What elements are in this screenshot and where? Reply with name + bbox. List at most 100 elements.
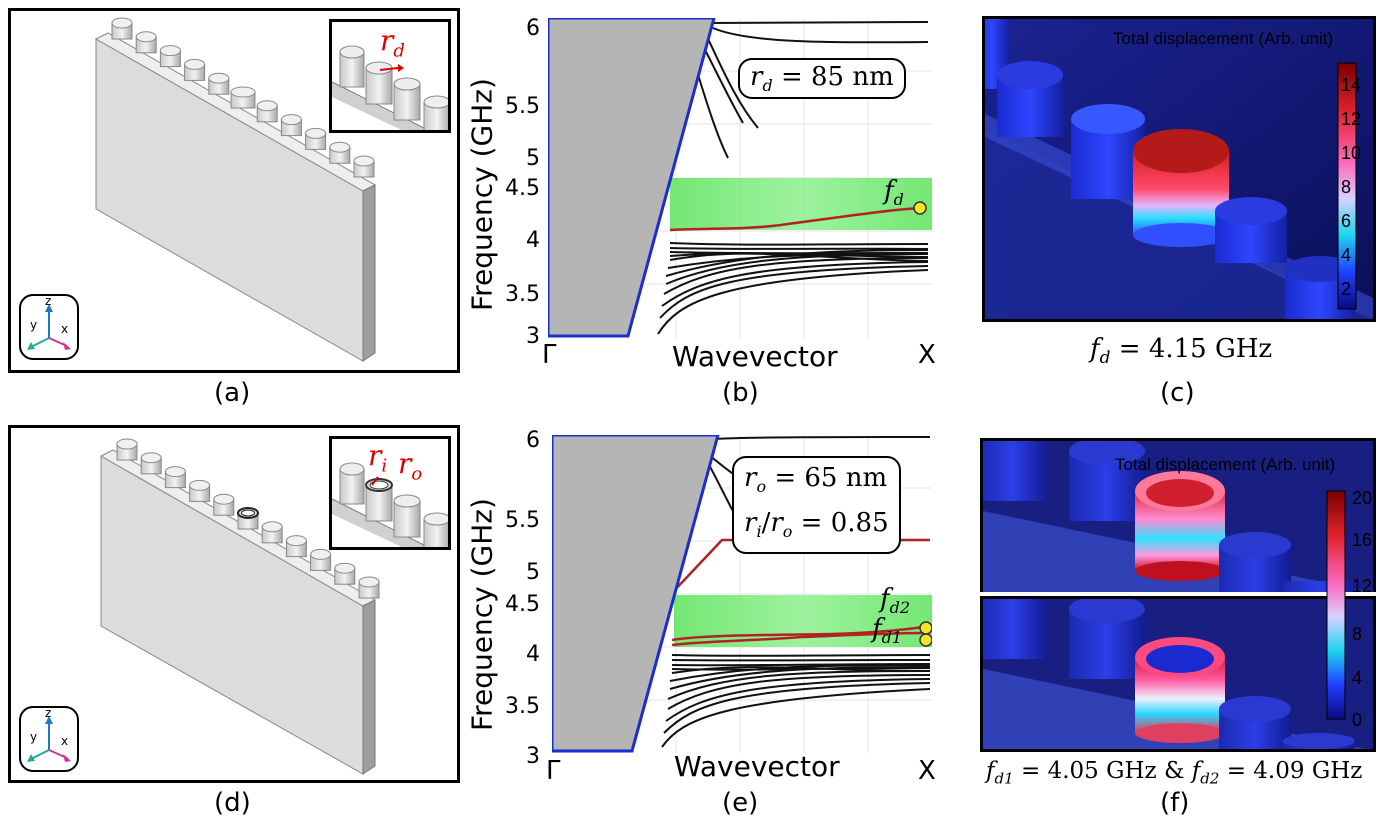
cbar-tick: 14 (1341, 75, 1362, 95)
pillar-top (329, 141, 351, 153)
xtick-x-b: X (918, 340, 936, 370)
panel-d-frame: ri ro z y x (8, 425, 460, 783)
param-ro: r (744, 463, 757, 493)
pillar-top (184, 58, 206, 70)
defect-band-e-2 (671, 625, 925, 642)
ytick: 4 (526, 228, 540, 253)
pillar-top (164, 466, 186, 478)
pillar-top (208, 72, 230, 84)
displacement-plot-c: Total displacement (Arb. unit) 14 12 10 … (982, 16, 1376, 322)
cbar-tick: 12 (1352, 576, 1373, 596)
pillar-top (353, 155, 375, 167)
axis-triad-d: z y x (19, 706, 79, 772)
bandgap-e (674, 595, 932, 647)
caption-f: fd1 = 4.05 GHz & fd2 = 4.09 GHz (986, 758, 1363, 788)
cbar-tick: 0 (1352, 710, 1363, 730)
cbar-tick: 4 (1341, 245, 1352, 265)
param-box-b: rd = 85 nm (738, 58, 906, 100)
ylabel-b: Frequency (GHz) (465, 78, 499, 311)
ytick: 5 (526, 560, 540, 585)
inset-label-sub: d (393, 40, 405, 62)
ytick: 5 (526, 146, 540, 171)
pillar-top (334, 562, 356, 574)
xlabel-e: Wavevector (674, 750, 840, 783)
pillar-top (256, 100, 278, 112)
param-ri: r (744, 508, 757, 539)
cbar-tick: 8 (1352, 624, 1363, 644)
param-box-e: ro = 65 nm ri/ro = 0.85 (732, 456, 901, 555)
ytick: 3 (526, 324, 540, 349)
inset-label-r: r (380, 24, 394, 57)
pillar-top (285, 535, 307, 547)
param-ri-sub: i (756, 522, 762, 542)
cbar-tick: 8 (1341, 177, 1352, 197)
inset-a: rd (329, 19, 451, 133)
xtick-gamma-e: Γ (546, 756, 561, 786)
band-plot-b (548, 18, 932, 338)
bands-e (661, 435, 931, 748)
band-plot-e (552, 435, 932, 753)
inset-label-ri: ri (368, 439, 388, 477)
pillar-top (310, 548, 332, 560)
colorbar-title-f: Total displacement (Arb. unit) (1115, 455, 1336, 474)
sound-cone-b (548, 18, 716, 338)
xtick-gamma-b: Γ (542, 340, 557, 370)
param-rd: r (750, 62, 763, 92)
axis-y: y (30, 318, 38, 332)
pillar-top (140, 452, 162, 464)
cbar-tick: 4 (1352, 668, 1363, 688)
displacement-plot-f-bottom (980, 596, 1376, 752)
defect-band-e-1 (671, 631, 925, 647)
pillar-top (116, 438, 138, 450)
cbar-tick: 20 (1352, 488, 1373, 508)
cbar-tick: 10 (1341, 143, 1362, 163)
colorbar-f (1326, 490, 1346, 720)
colorbar-title-c: Total displacement (Arb. unit) (1113, 29, 1334, 48)
param-ratio-value: = 0.85 (792, 508, 889, 539)
caption-c: fd = 4.15 GHz (1090, 334, 1273, 369)
marker-fd-b (913, 201, 927, 215)
ytick: 6 (526, 16, 540, 41)
panel-label-d: (d) (214, 788, 251, 818)
marker-label-fd1: fd1 (872, 614, 903, 648)
axis-z: z (45, 706, 52, 720)
marker-fd2-e (919, 621, 932, 635)
pillar-top (159, 45, 181, 57)
param-rd-sub: d (762, 76, 773, 96)
pillar-top (189, 479, 211, 491)
axis-x: x (61, 322, 69, 336)
ytick: 5.5 (505, 508, 540, 533)
sound-cone-e (552, 435, 720, 753)
pillar-top (280, 114, 302, 126)
panel-a-frame: rd z y x (8, 8, 460, 373)
panel-label-a: (a) (214, 378, 251, 408)
pillar-hole (241, 509, 255, 517)
ytick: 3.5 (505, 282, 540, 307)
pillar-top (230, 86, 256, 98)
param-ro-sub: o (756, 477, 767, 497)
bands-b (657, 18, 929, 335)
axis-x: x (61, 734, 69, 748)
axis-y: y (30, 730, 38, 744)
panel-label-b: (b) (722, 378, 759, 408)
beam-geometry-d (99, 438, 380, 775)
param-ro-value: = 65 nm (766, 463, 888, 493)
param-ro2-sub: o (782, 522, 793, 542)
cbar-tick: 16 (1352, 530, 1373, 550)
xtick-x-e: X (918, 756, 936, 786)
defect-band-b (669, 206, 921, 232)
marker-fd1-e (919, 633, 932, 647)
panel-label-f: (f) (1160, 788, 1190, 818)
pillar-top (213, 493, 235, 505)
marker-label-b: fd (884, 176, 904, 210)
ytick: 4 (526, 642, 540, 667)
displacement-plot-f-top: Total displacement (Arb. unit) (980, 438, 1376, 592)
pillar-top (135, 31, 157, 43)
ytick: 5.5 (505, 94, 540, 119)
panel-label-c: (c) (1160, 378, 1195, 408)
marker-label-fd2: fd2 (880, 584, 911, 618)
ytick: 6 (526, 428, 540, 453)
inset-d: ri ro (329, 436, 451, 550)
beam-geometry-a (94, 17, 377, 362)
pillar-top (111, 17, 133, 29)
